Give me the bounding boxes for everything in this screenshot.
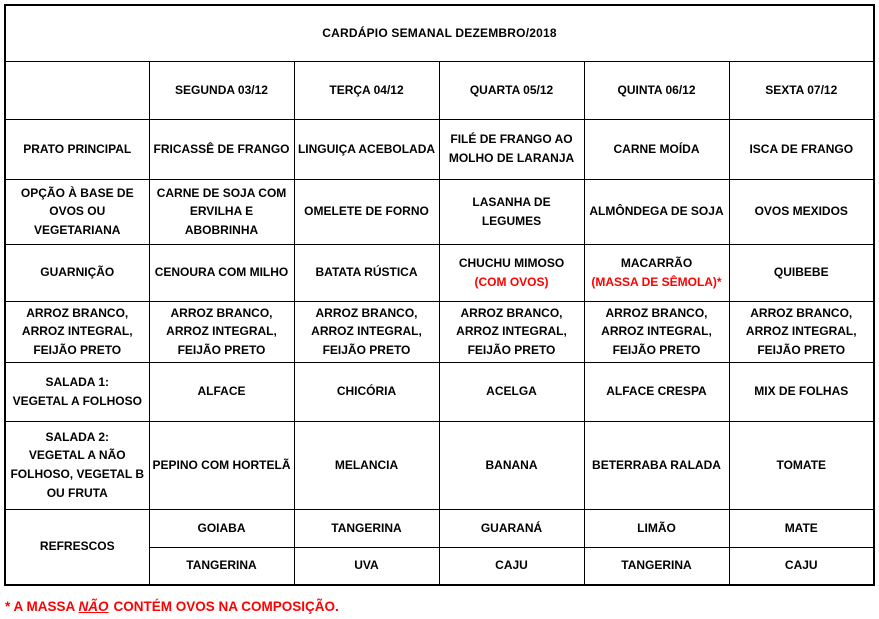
cell-prato-principal-quinta: CARNE MOÍDA bbox=[583, 118, 730, 180]
guarnicao-quinta-red-note: (MASSA DE SÊMOLA)* bbox=[591, 274, 722, 289]
cell-opcao-vegetariana-quinta: ALMÔNDEGA DE SOJA bbox=[583, 178, 730, 245]
footnote-emphasis: NÃO bbox=[78, 599, 109, 614]
cell-guarnicao-terca: BATATA RÚSTICA bbox=[293, 243, 440, 302]
cell-arroz-feijao-sexta: ARROZ BRANCO, ARROZ INTEGRAL, FEIJÃO PRE… bbox=[728, 300, 875, 363]
cell-prato-principal-terca: LINGUIÇA ACEBOLADA bbox=[293, 118, 440, 180]
cell-arroz-feijao-terca: ARROZ BRANCO, ARROZ INTEGRAL, FEIJÃO PRE… bbox=[293, 300, 440, 363]
row-label-opcao-vegetariana: OPÇÃO À BASE DE OVOS OU VEGETARIANA bbox=[4, 178, 150, 245]
row-guarnicao: GUARNIÇÃO CENOURA COM MILHO BATATA RÚSTI… bbox=[4, 243, 875, 302]
header-day-quarta: QUARTA 05/12 bbox=[438, 60, 585, 120]
cell-arroz-feijao-quinta: ARROZ BRANCO, ARROZ INTEGRAL, FEIJÃO PRE… bbox=[583, 300, 730, 363]
cell-refrescos-top-segunda: GOIABA bbox=[148, 508, 295, 548]
guarnicao-quarta-red-note: (COM OVOS) bbox=[474, 274, 549, 289]
cell-refrescos-top-quarta: GUARANÁ bbox=[438, 508, 585, 548]
header-row: SEGUNDA 03/12 TERÇA 04/12 QUARTA 05/12 Q… bbox=[4, 60, 875, 120]
row-prato-principal: PRATO PRINCIPAL FRICASSÊ DE FRANGO LINGU… bbox=[4, 118, 875, 180]
row-label-refrescos: REFRESCOS bbox=[4, 508, 150, 586]
cell-salada1-quinta: ALFACE CRESPA bbox=[583, 361, 730, 422]
guarnicao-quarta-main: CHUCHU MIMOSO bbox=[458, 255, 565, 270]
row-opcao-vegetariana: OPÇÃO À BASE DE OVOS OU VEGETARIANA CARN… bbox=[4, 178, 875, 245]
cell-opcao-vegetariana-quarta: LASANHA DE LEGUMES bbox=[438, 178, 585, 245]
row-salada1: SALADA 1: VEGETAL A FOLHOSO ALFACE CHICÓ… bbox=[4, 361, 875, 422]
header-day-quinta: QUINTA 06/12 bbox=[583, 60, 730, 120]
row-label-salada1: SALADA 1: VEGETAL A FOLHOSO bbox=[4, 361, 150, 422]
cell-salada1-sexta: MIX DE FOLHAS bbox=[728, 361, 875, 422]
row-label-salada2: SALADA 2: VEGETAL A NÃO FOLHOSO, VEGETAL… bbox=[4, 420, 150, 510]
header-empty-cell bbox=[4, 60, 150, 120]
footnote-suffix: CONTÉM OVOS NA COMPOSIÇÃO. bbox=[113, 599, 339, 614]
cell-salada1-terca: CHICÓRIA bbox=[293, 361, 440, 422]
guarnicao-quinta-main: MACARRÃO bbox=[620, 255, 693, 270]
cell-refrescos-top-quinta: LIMÃO bbox=[583, 508, 730, 548]
cell-salada1-segunda: ALFACE bbox=[148, 361, 295, 422]
row-refrescos-bottom: TANGERINA UVA CAJU TANGERINA CAJU bbox=[5, 546, 875, 586]
cell-opcao-vegetariana-sexta: OVOS MEXIDOS bbox=[728, 178, 875, 245]
footnote: * A MASSA NÃO CONTÉM OVOS NA COMPOSIÇÃO. bbox=[5, 599, 879, 614]
row-arroz-feijao: ARROZ BRANCO, ARROZ INTEGRAL, FEIJÃO PRE… bbox=[4, 300, 875, 363]
cell-salada1-quarta: ACELGA bbox=[438, 361, 585, 422]
cell-refrescos-bottom-sexta: CAJU bbox=[728, 546, 875, 586]
row-label-prato-principal: PRATO PRINCIPAL bbox=[4, 118, 150, 180]
footnote-prefix: * A MASSA bbox=[5, 599, 79, 614]
cell-arroz-feijao-segunda: ARROZ BRANCO, ARROZ INTEGRAL, FEIJÃO PRE… bbox=[148, 300, 295, 363]
cell-prato-principal-quarta: FILÉ DE FRANGO AO MOLHO DE LARANJA bbox=[438, 118, 585, 180]
cell-prato-principal-segunda: FRICASSÊ DE FRANGO bbox=[148, 118, 295, 180]
cell-opcao-vegetariana-terca: OMELETE DE FORNO bbox=[293, 178, 440, 245]
row-label-guarnicao: GUARNIÇÃO bbox=[4, 243, 150, 302]
cell-prato-principal-sexta: ISCA DE FRANGO bbox=[728, 118, 875, 180]
header-day-segunda: SEGUNDA 03/12 bbox=[148, 60, 295, 120]
header-day-terca: TERÇA 04/12 bbox=[293, 60, 440, 120]
cell-guarnicao-segunda: CENOURA COM MILHO bbox=[148, 243, 295, 302]
row-refrescos-top: REFRESCOS GOIABA TANGERINA GUARANÁ LIMÃO… bbox=[4, 508, 875, 586]
cell-refrescos-bottom-quinta: TANGERINA bbox=[583, 546, 730, 586]
cell-refrescos-bottom-terca: UVA bbox=[293, 546, 440, 586]
page-title: CARDÁPIO SEMANAL DEZEMBRO/2018 bbox=[4, 4, 875, 62]
cell-salada2-sexta: TOMATE bbox=[728, 420, 875, 510]
row-label-arroz-feijao: ARROZ BRANCO, ARROZ INTEGRAL, FEIJÃO PRE… bbox=[4, 300, 150, 363]
cell-refrescos-bottom-segunda: TANGERINA bbox=[148, 546, 295, 586]
cell-guarnicao-quarta: CHUCHU MIMOSO (COM OVOS) bbox=[438, 243, 585, 302]
header-day-sexta: SEXTA 07/12 bbox=[728, 60, 875, 120]
title-row: CARDÁPIO SEMANAL DEZEMBRO/2018 bbox=[4, 4, 875, 62]
cell-refrescos-top-terca: TANGERINA bbox=[293, 508, 440, 548]
cell-guarnicao-sexta: QUIBEBE bbox=[728, 243, 875, 302]
cell-salada2-quarta: BANANA bbox=[438, 420, 585, 510]
cell-arroz-feijao-quarta: ARROZ BRANCO, ARROZ INTEGRAL, FEIJÃO PRE… bbox=[438, 300, 585, 363]
cell-refrescos-top-sexta: MATE bbox=[728, 508, 875, 548]
cell-guarnicao-quinta: MACARRÃO (MASSA DE SÊMOLA)* bbox=[583, 243, 730, 302]
cell-salada2-segunda: PEPINO COM HORTELÃ bbox=[148, 420, 295, 510]
cell-salada2-quinta: BETERRABA RALADA bbox=[583, 420, 730, 510]
menu-table: CARDÁPIO SEMANAL DEZEMBRO/2018 SEGUNDA 0… bbox=[4, 4, 875, 586]
row-salada2: SALADA 2: VEGETAL A NÃO FOLHOSO, VEGETAL… bbox=[4, 420, 875, 510]
cell-opcao-vegetariana-segunda: CARNE DE SOJA COM ERVILHA E ABOBRINHA bbox=[148, 178, 295, 245]
cell-salada2-terca: MELANCIA bbox=[293, 420, 440, 510]
cell-refrescos-bottom-quarta: CAJU bbox=[438, 546, 585, 586]
